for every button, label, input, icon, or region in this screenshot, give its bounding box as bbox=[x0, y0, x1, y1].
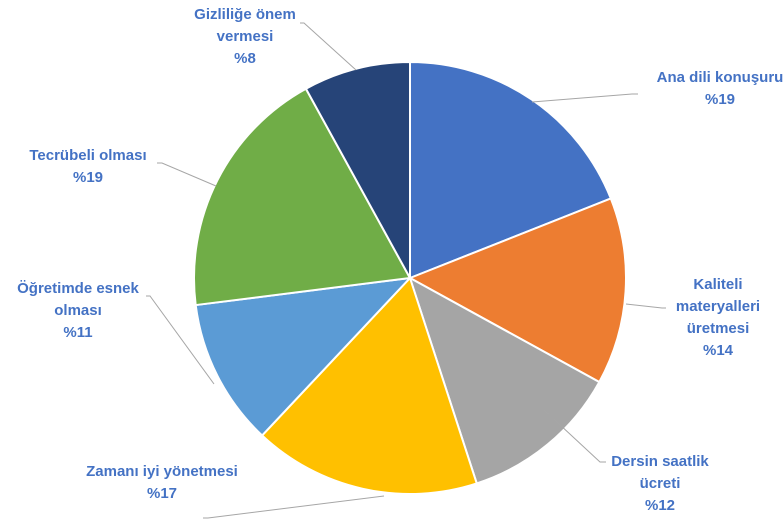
leader-lines bbox=[146, 22, 666, 519]
data-label-tecrubeli-olmasi: Tecrübeli olması %19 bbox=[29, 147, 146, 186]
leader-line-gizlilige-onem-vermesi bbox=[300, 22, 357, 71]
data-label-ogretimde-esnek-olmasi: Öğretimde esnek olması %11 bbox=[17, 280, 139, 341]
leader-line-kaliteli-materyalleri-uretmesi bbox=[625, 303, 666, 309]
pie-slice-tecrubeli-olmasi bbox=[193, 87, 412, 307]
data-label-gizlilige-onem-vermesi: Gizliliğe önem vermesi %8 bbox=[194, 6, 296, 67]
data-label-ana-dili-konusuru: Ana dili konuşuru %19 bbox=[657, 69, 784, 108]
pie-slice-ana-dili-konusuru bbox=[409, 60, 613, 280]
pie-slice-kaliteli-materyalleri-uretmesi bbox=[407, 197, 627, 384]
pie-slice-dersin-saatlik-ucreti bbox=[408, 275, 601, 485]
leader-line-zamani-iyi-yonetmesi bbox=[203, 495, 385, 519]
pie-slices bbox=[193, 60, 627, 495]
data-labels: Ana dili konuşuru %19 Kaliteli materyalleri… bbox=[17, 6, 783, 514]
leader-line-ogretimde-esnek-olmasi bbox=[146, 295, 215, 385]
pie-slice-gizlilige-onem-vermesi bbox=[304, 60, 411, 279]
leader-line-ana-dili-konusuru bbox=[531, 93, 638, 103]
pie-slice-ogretimde-esnek-olmasi bbox=[194, 276, 413, 437]
data-label-kaliteli-materyalleri-uretmesi: Kaliteli materyalleri üretmesi %14 bbox=[676, 276, 760, 359]
leader-line-dersin-saatlik-ucreti bbox=[543, 409, 606, 463]
data-label-dersin-saatlik-ucreti: Dersin saatlik ücreti %12 bbox=[611, 453, 709, 514]
pie-slice-zamani-iyi-yonetmesi bbox=[260, 276, 479, 495]
data-label-zamani-iyi-yonetmesi: Zamanı iyi yönetmesi %17 bbox=[86, 463, 238, 502]
leader-line-tecrubeli-olmasi bbox=[157, 162, 217, 187]
